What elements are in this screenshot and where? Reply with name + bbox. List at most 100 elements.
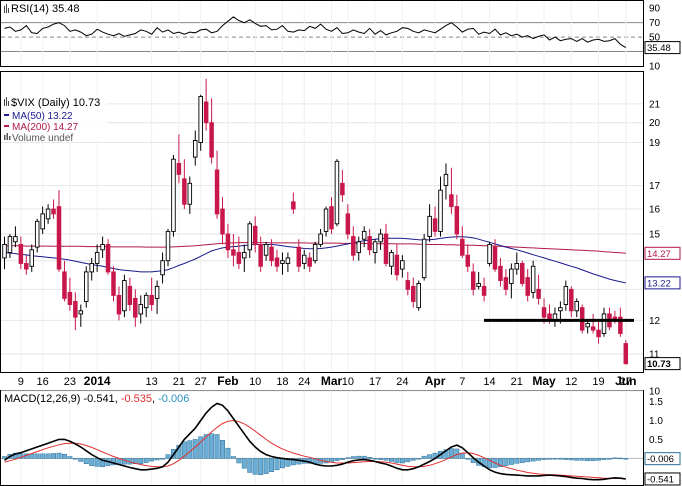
candle-body [563,285,569,305]
candlestick [263,241,269,261]
price-tick-label: 11 [649,350,660,361]
candlestick [394,244,400,281]
candle-body [149,294,154,305]
candle-body [13,236,18,243]
macd-histogram-bar [252,458,258,475]
candle-body [56,206,62,270]
macd-title-macd: -0.541 [83,393,114,405]
candlestick [378,228,383,250]
candle-body [280,260,285,264]
x-axis-date-label: 17 [369,376,381,388]
macd-hist-value-badge-label: -0.006 [647,454,674,465]
rsi-title: RSI(14) 35.48 [11,3,79,15]
x-axis-date-label: Jun [615,374,636,388]
price-tick-label: 15 [649,230,661,241]
macd-tick-label: 1.5 [649,397,663,408]
candle-body [242,252,247,259]
macd-histogram-bar [601,458,607,460]
candlestick [329,197,334,235]
candlestick [460,226,465,258]
macd-histogram-bar [62,454,67,459]
price-tick-label: 10 [649,386,661,397]
candlestick [569,286,574,318]
macd-title-signal: -0.535 [121,393,152,405]
candlestick [574,298,580,318]
macd-histogram-bar [40,453,46,459]
candle-body [356,241,362,253]
candle-body [73,301,78,318]
candle-body [171,158,176,232]
candlestick [618,307,623,337]
price-tick-label: 19 [649,138,661,149]
candlestick [171,154,176,237]
macd-histogram-bar [220,439,225,459]
x-axis-date-label: Feb [217,374,238,388]
rsi-panel [0,0,644,67]
candle-body [574,301,580,312]
macd-histogram-bar [225,447,231,459]
macd-legend: MACD(12,26,9) -0.541, -0.535, -0.006 [3,392,213,405]
candlestick [18,236,24,270]
candle-body [405,280,411,290]
macd-histogram-bar [143,458,149,463]
x-axis-date-label: 14 [483,376,495,388]
candle-body [182,178,187,205]
candle-body [323,208,329,232]
candle-body [83,271,89,302]
macd-histogram-bar [247,458,253,473]
candlestick [252,216,258,253]
candlestick [89,257,94,281]
candle-body [165,230,171,262]
macd-histogram-bar [383,458,389,461]
candlestick [498,257,503,287]
candlestick [470,263,476,296]
candlestick [400,255,405,278]
ma50-legend-label: MA(50) 13.22 [12,111,73,122]
candlestick [122,274,127,318]
candle-body [596,329,601,338]
candle-body [220,208,225,235]
macd-signal-line [4,419,626,480]
macd-histogram-bar [525,458,531,463]
candle-body [105,244,111,273]
candlestick [274,249,280,272]
candlestick [2,236,7,270]
candlestick [481,277,487,302]
candle-body [340,182,345,196]
price-tick-label: 17 [649,181,661,192]
candlestick [601,307,607,337]
macd-histogram-bar [100,458,106,468]
x-axis-date-label: 16 [37,376,49,388]
candle-body [198,96,203,143]
candle-body [536,288,541,299]
candlestick [214,150,220,219]
candlestick [133,289,138,327]
macd-histogram-bar [443,449,449,459]
candlestick [192,130,198,166]
candle-body [530,265,536,293]
last-price-badge-label: 10.73 [647,359,671,370]
candlestick [383,223,389,267]
candlestick [285,252,291,272]
candlestick [443,163,449,200]
candlestick [514,252,520,275]
candle-body [601,313,607,334]
macd-histogram-bar [67,456,73,459]
macd-histogram-bar [448,448,454,459]
rsi-value-box [644,41,681,55]
candlestick [127,277,133,311]
x-axis-date-label: 7 [459,376,465,388]
price-legend: $VIX (Daily) 10.73 MA(50) 13.22 MA(200) … [3,96,107,144]
candle-body [122,280,127,312]
x-axis-date-label: 19 [592,376,604,388]
macd-histogram-bar [568,458,574,461]
macd-title-sep1: , [115,393,121,405]
candlestick [465,244,471,272]
macd-histogram-bar [557,458,563,460]
candlestick [138,295,143,324]
macd-histogram-bar [421,455,427,459]
price-title: $VIX (Daily) 10.73 [11,97,100,109]
volume-legend-label: Volume undef [12,133,73,144]
candle-body [411,285,416,302]
macd-histogram-bar [372,458,378,460]
